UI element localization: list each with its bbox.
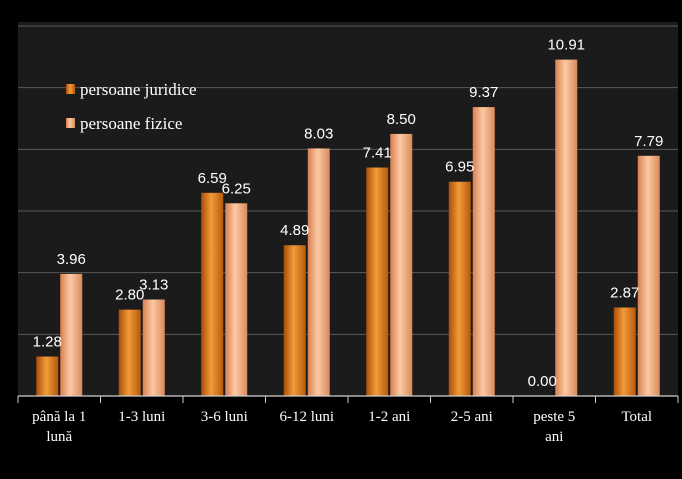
bar-persoane-fizice <box>390 133 413 396</box>
x-tick-label: 1-2 ani <box>368 409 410 425</box>
bar-persoane-juridice <box>448 181 471 396</box>
x-tick-label: 6-12 luni <box>279 409 334 425</box>
data-label-persoane-fizice: 7.79 <box>634 133 663 150</box>
legend-label-persoane-juridice: persoane juridice <box>80 80 197 99</box>
bar-persoane-juridice <box>283 245 306 396</box>
x-tick-label: 2-5 ani <box>451 409 493 425</box>
bar-persoane-fizice <box>225 203 248 396</box>
data-label-persoane-juridice: 0.00 <box>528 373 557 390</box>
x-tick-label: Total <box>621 409 652 425</box>
bars <box>36 59 660 396</box>
x-axis-tick-labels: până la 1 lună 1-3 luni 3-6 luni 6-12 luni 1-… <box>32 409 652 445</box>
data-labels: 1.28 2.80 6.59 4.89 7.41 6.95 0.00 2.87 3.96 3.13… <box>33 37 664 390</box>
data-label-persoane-fizice: 3.96 <box>57 251 86 268</box>
data-label-persoane-juridice: 7.41 <box>363 145 392 162</box>
bar-persoane-fizice <box>307 148 330 396</box>
bar-persoane-juridice <box>366 167 389 396</box>
data-label-persoane-fizice: 6.25 <box>222 180 251 197</box>
data-label-persoane-fizice: 10.91 <box>547 37 585 54</box>
data-label-persoane-juridice: 4.89 <box>280 222 309 239</box>
legend-swatch-persoane-fizice <box>66 118 75 128</box>
bar-persoane-juridice <box>118 309 141 396</box>
legend-swatch-persoane-juridice <box>66 84 75 94</box>
bar-persoane-fizice <box>60 273 83 396</box>
bar-persoane-fizice <box>555 59 578 396</box>
data-label-persoane-fizice: 9.37 <box>469 84 498 101</box>
data-label-persoane-fizice: 3.13 <box>139 276 168 293</box>
x-tick-label: peste 5 ani <box>533 409 575 445</box>
data-label-persoane-fizice: 8.03 <box>304 125 333 142</box>
data-label-persoane-fizice: 8.50 <box>387 111 416 128</box>
bar-persoane-juridice <box>36 356 59 396</box>
data-label-persoane-juridice: 1.28 <box>33 334 62 351</box>
bar-persoane-fizice <box>637 155 660 396</box>
x-tick-label: până la 1 lună <box>32 409 86 445</box>
bar-persoane-fizice <box>142 299 165 396</box>
data-label-persoane-juridice: 2.87 <box>610 285 639 302</box>
bar-persoane-juridice <box>201 192 224 396</box>
x-tick-label: 1-3 luni <box>118 409 165 425</box>
legend: persoane juridice persoane fizice <box>66 80 197 133</box>
data-label-persoane-juridice: 6.59 <box>198 170 227 187</box>
data-label-persoane-juridice: 6.95 <box>445 159 474 176</box>
x-tick-label: 3-6 luni <box>201 409 248 425</box>
data-label-persoane-juridice: 2.80 <box>115 287 144 304</box>
plot-area <box>18 22 678 396</box>
bar-persoane-juridice <box>613 307 636 396</box>
legend-label-persoane-fizice: persoane fizice <box>80 114 182 133</box>
bar-persoane-fizice <box>472 107 495 396</box>
x-axis-ticks <box>17 396 679 403</box>
